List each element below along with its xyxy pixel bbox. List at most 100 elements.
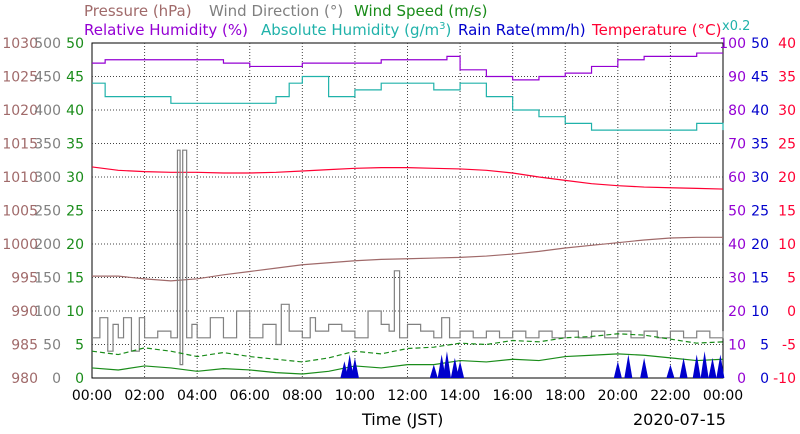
- y-tick-rain-rate: 10: [751, 304, 769, 320]
- y-tick-rain-rate: 25: [751, 204, 769, 220]
- rain-rate-spike: [624, 354, 633, 378]
- x-tick-label: 22:00: [650, 388, 690, 404]
- series-wind-speed-avg: [91, 353, 724, 375]
- rain-rate-spike: [613, 361, 622, 378]
- y-tick-relative-humidity: 20: [728, 304, 746, 320]
- y-tick-rain-rate: 50: [751, 36, 769, 52]
- legend-absolute-humidity-close: ): [446, 21, 452, 39]
- y-tick-wind-direction: 50: [43, 338, 61, 354]
- y-tick-pressure: 1025: [2, 70, 38, 86]
- y-tick-temperature: -5: [782, 338, 796, 354]
- y-tick-wind-speed: 5: [75, 338, 84, 354]
- y-tick-pressure: 1010: [2, 170, 38, 186]
- y-tick-temperature: 30: [778, 103, 796, 119]
- legend-rain-rate: Rain Rate(mm/h): [458, 21, 586, 39]
- y-tick-rain-rate: 45: [751, 70, 769, 86]
- y-tick-rain-rate: 35: [751, 137, 769, 153]
- rain-rate-spike: [437, 354, 446, 378]
- rain-rate-spike: [456, 361, 465, 378]
- rain-rate-spike: [640, 357, 649, 378]
- x-tick-label: 02:00: [124, 388, 164, 404]
- y-tick-wind-direction: 150: [34, 271, 61, 287]
- y-tick-pressure: 990: [11, 304, 38, 320]
- legend-absolute-humidity-sup: 3: [439, 21, 445, 32]
- legend-rain-scale-note: x0.2: [722, 19, 750, 34]
- y-tick-wind-direction: 250: [34, 204, 61, 220]
- y-tick-wind-speed: 15: [66, 271, 84, 287]
- y-axes: 1030102510201015101010051000995990985980…: [2, 36, 796, 387]
- rain-rate-spike: [700, 351, 709, 378]
- rain-rate-spike: [692, 354, 701, 378]
- y-tick-wind-direction: 100: [34, 304, 61, 320]
- y-tick-rain-rate: 0: [760, 371, 769, 387]
- y-tick-relative-humidity: 0: [737, 371, 746, 387]
- y-tick-rain-rate: 15: [751, 271, 769, 287]
- y-tick-wind-speed: 20: [66, 237, 84, 253]
- y-tick-relative-humidity: 30: [728, 271, 746, 287]
- y-tick-pressure: 1000: [2, 237, 38, 253]
- y-tick-relative-humidity: 80: [728, 103, 746, 119]
- y-tick-rain-rate: 30: [751, 170, 769, 186]
- y-tick-relative-humidity: 70: [728, 137, 746, 153]
- series-group: [91, 52, 725, 378]
- rain-rate-spike: [666, 364, 675, 378]
- x-tick-label: 04:00: [177, 388, 217, 404]
- y-tick-wind-direction: 300: [34, 170, 61, 186]
- series-absolute-humidity: [92, 75, 724, 131]
- series-pressure: [92, 236, 723, 282]
- y-tick-wind-direction: 200: [34, 237, 61, 253]
- x-tick-label: 06:00: [230, 388, 270, 404]
- legend-temperature: Temperature (°C): [591, 21, 721, 39]
- y-tick-relative-humidity: 10: [728, 338, 746, 354]
- rain-rate-spike: [350, 357, 359, 378]
- series-temperature: [91, 166, 724, 190]
- y-tick-wind-speed: 40: [66, 103, 84, 119]
- x-tick-label: 08:00: [282, 388, 322, 404]
- y-tick-wind-speed: 50: [66, 36, 84, 52]
- y-tick-wind-direction: 0: [52, 371, 61, 387]
- y-tick-relative-humidity: 50: [728, 204, 746, 220]
- y-tick-rain-rate: 5: [760, 338, 769, 354]
- legend-pressure: Pressure (hPa): [84, 2, 192, 20]
- y-tick-relative-humidity: 60: [728, 170, 746, 186]
- y-tick-wind-direction: 400: [34, 103, 61, 119]
- rain-rate-spike: [716, 354, 725, 378]
- rain-rate-spike: [679, 357, 688, 378]
- y-tick-wind-speed: 10: [66, 304, 84, 320]
- y-tick-pressure: 1020: [2, 103, 38, 119]
- x-tick-label: 10:00: [335, 388, 375, 404]
- legend-wind-direction: Wind Direction (°): [209, 2, 343, 20]
- y-tick-temperature: 10: [778, 237, 796, 253]
- y-tick-pressure: 1015: [2, 137, 38, 153]
- y-tick-pressure: 995: [11, 271, 38, 287]
- x-tick-label: 00:00: [703, 388, 743, 404]
- x-axis: 00:00 02:00 04:00 06:00 08:00 10:00 12:00 14:00…: [72, 388, 743, 404]
- y-tick-relative-humidity: 90: [728, 70, 746, 86]
- y-tick-temperature: 0: [787, 304, 796, 320]
- legend-absolute-humidity: Absolute Humidity (g/m3): [261, 21, 451, 39]
- rain-rate-spike: [429, 364, 438, 378]
- x-tick-label: 18:00: [545, 388, 585, 404]
- legend-absolute-humidity-base: Absolute Humidity (g/m: [261, 21, 439, 39]
- y-tick-pressure: 980: [11, 371, 38, 387]
- y-tick-relative-humidity: 100: [719, 36, 746, 52]
- y-tick-temperature: 15: [778, 204, 796, 220]
- y-tick-wind-speed: 30: [66, 170, 84, 186]
- y-tick-temperature: -10: [773, 371, 796, 387]
- series-wind-direction: [92, 149, 724, 366]
- x-tick-label: 12:00: [387, 388, 427, 404]
- y-tick-pressure: 1030: [2, 36, 38, 52]
- y-tick-temperature: 25: [778, 137, 796, 153]
- series-wind-speed-gust: [91, 333, 724, 363]
- y-tick-wind-speed: 35: [66, 137, 84, 153]
- y-tick-temperature: 35: [778, 70, 796, 86]
- rain-rate-spike: [450, 357, 459, 378]
- y-tick-wind-speed: 25: [66, 204, 84, 220]
- x-tick-label: 14:00: [440, 388, 480, 404]
- y-tick-relative-humidity: 40: [728, 237, 746, 253]
- date-label: 2020-07-15: [633, 410, 726, 429]
- rain-rate-spike: [708, 357, 717, 378]
- y-tick-pressure: 985: [11, 338, 38, 354]
- y-tick-wind-direction: 500: [34, 36, 61, 52]
